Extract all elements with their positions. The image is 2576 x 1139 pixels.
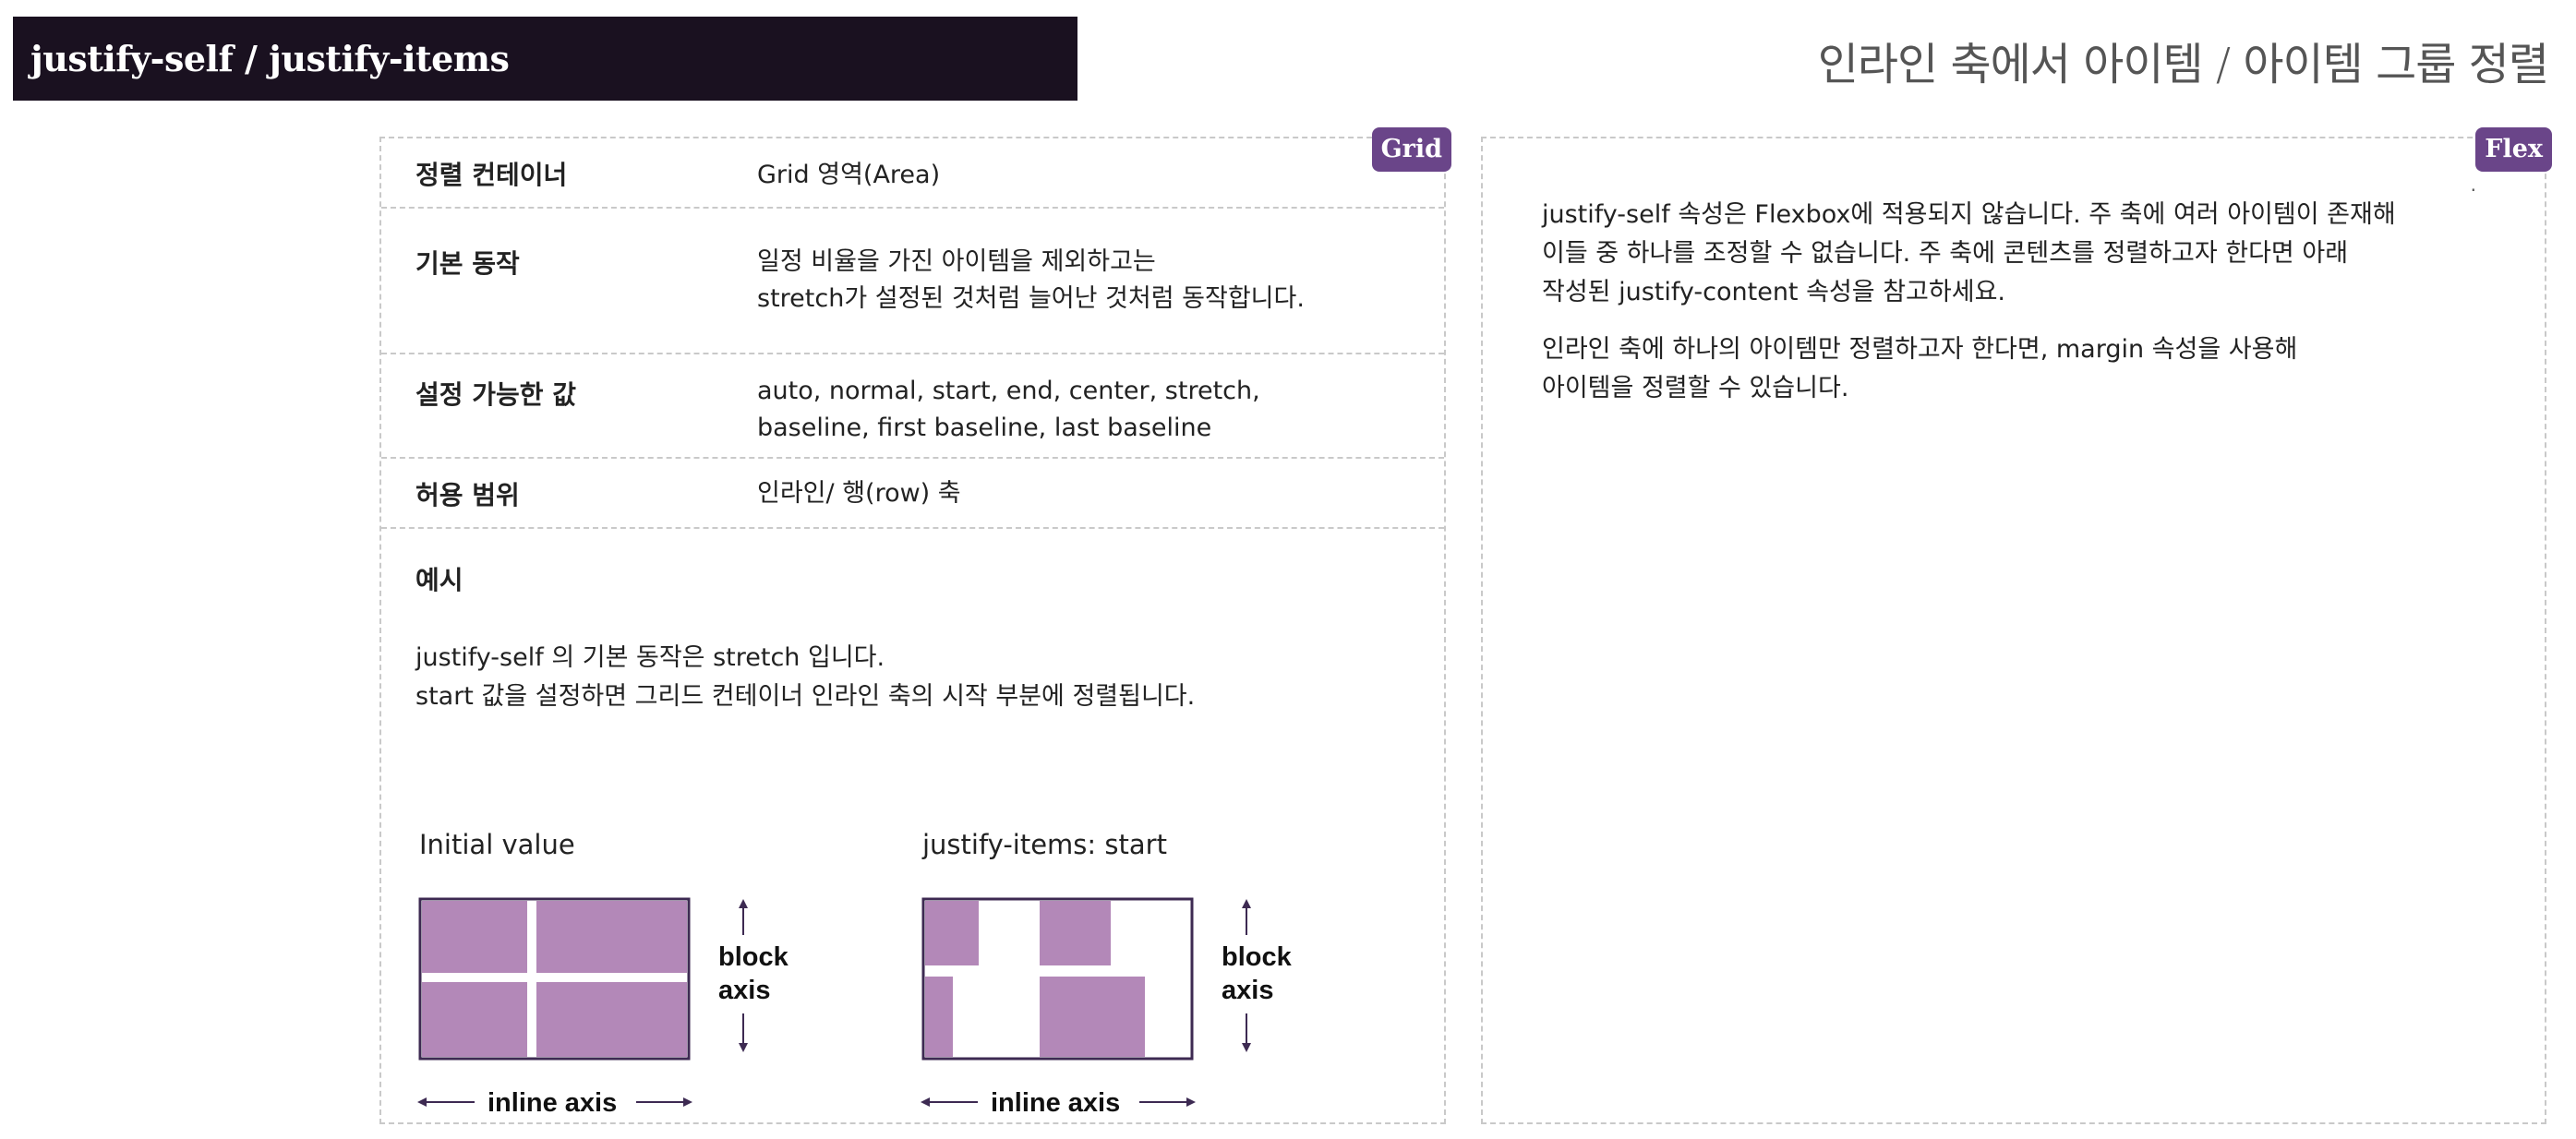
row-label: 기본 동작	[415, 248, 520, 279]
grid-item	[1040, 901, 1111, 965]
row-value: Grid 영역(Area)	[757, 157, 940, 194]
grid-panel: Grid 정렬 컨테이너 Grid 영역(Area) 기본 동작 일정 비율을 …	[379, 127, 1451, 1124]
flex-badge: Flex	[2475, 127, 2552, 173]
example-line: start 값을 설정하면 그리드 컨테이너 인라인 축의 시작 부분에 정렬됩…	[415, 682, 1196, 711]
block-axis-label: axis	[718, 976, 770, 1005]
flex-paragraph-line: 이들 중 하나를 조정할 수 없습니다. 주 축에 콘텐츠를 정렬하고자 한다면…	[1542, 239, 2349, 268]
block-axis-label: axis	[1222, 976, 1273, 1005]
title-bar: justify-self / justify-items	[13, 17, 1077, 101]
row-value: 일정 비율을 가진 아이템을 제외하고는 stretch가 설정된 것처럼 늘어…	[757, 244, 1305, 318]
property-row-container: 정렬 컨테이너 Grid 영역(Area)	[381, 138, 1444, 209]
corner-mark: .	[2470, 174, 2476, 196]
grid-item	[536, 901, 687, 973]
row-value-line: stretch가 설정된 것처럼 늘어난 것처럼 동작합니다.	[757, 284, 1305, 313]
flex-paragraph-line: justify-self 속성은 Flexbox에 적용되지 않습니다. 주 축…	[1542, 200, 2396, 229]
flex-paragraph: 인라인 축에 하나의 아이템만 정렬하고자 한다면, margin 속성을 사용…	[1542, 330, 2297, 408]
flex-paragraph: justify-self 속성은 Flexbox에 적용되지 않습니다. 주 축…	[1542, 196, 2396, 312]
grid-item	[422, 901, 527, 973]
flex-paragraph-line: 인라인 축에 하나의 아이템만 정렬하고자 한다면, margin 속성을 사용…	[1542, 335, 2298, 364]
flex-paragraph-line: 아이템을 정렬할 수 있습니다.	[1542, 374, 1849, 402]
grid-item	[1040, 977, 1145, 1057]
example-text: justify-self 의 기본 동작은 stretch 입니다. start…	[415, 639, 1195, 716]
grid-badge: Grid	[1371, 127, 1451, 173]
row-value: auto, normal, start, end, center, stretc…	[757, 373, 1260, 447]
diagram-title-start: justify-items: start	[922, 829, 1167, 860]
property-row-values: 설정 가능한 값 auto, normal, start, end, cente…	[381, 354, 1444, 459]
grid-item	[536, 982, 687, 1057]
example-label: 예시	[415, 565, 463, 595]
row-label: 설정 가능한 값	[415, 379, 577, 410]
flex-paragraph-line: 작성된 justify-content 속성을 참고하세요.	[1542, 278, 2005, 306]
row-label: 정렬 컨테이너	[415, 160, 568, 190]
page-subtitle: 인라인 축에서 아이템 / 아이템 그룹 정렬	[1817, 39, 2549, 90]
row-label: 허용 범위	[415, 480, 520, 510]
row-value-line: 일정 비율을 가진 아이템을 제외하고는	[757, 247, 1156, 276]
example-line: justify-self 의 기본 동작은 stretch 입니다.	[415, 643, 885, 672]
inline-axis-label: inline axis	[991, 1088, 1120, 1115]
block-axis-label: block	[718, 942, 789, 972]
grid-item	[422, 982, 527, 1057]
row-value: 인라인/ 행(row) 축	[757, 475, 961, 512]
row-value-line: 인라인/ 행(row) 축	[757, 479, 961, 508]
row-value-line: Grid 영역(Area)	[757, 161, 941, 189]
flex-panel: Flex . justify-self 속성은 Flexbox에 적용되지 않습…	[1481, 127, 2552, 1124]
grid-item	[925, 977, 953, 1057]
inline-axis-label: inline axis	[488, 1088, 617, 1115]
row-value-line: auto, normal, start, end, center, stretc…	[757, 377, 1260, 405]
property-row-behavior: 기본 동작 일정 비율을 가진 아이템을 제외하고는 stretch가 설정된 …	[381, 209, 1444, 354]
diagram-title-initial: Initial value	[419, 829, 575, 860]
block-axis-label: block	[1222, 942, 1293, 972]
diagram-initial-value: block axis inline axis	[417, 897, 789, 1115]
page-title: justify-self / justify-items	[30, 38, 510, 79]
grid-item	[925, 901, 979, 965]
diagram-justify-start: block axis inline axis	[921, 897, 1293, 1115]
property-row-scope: 허용 범위 인라인/ 행(row) 축	[381, 459, 1444, 529]
row-value-line: baseline, first baseline, last baseline	[757, 414, 1212, 442]
